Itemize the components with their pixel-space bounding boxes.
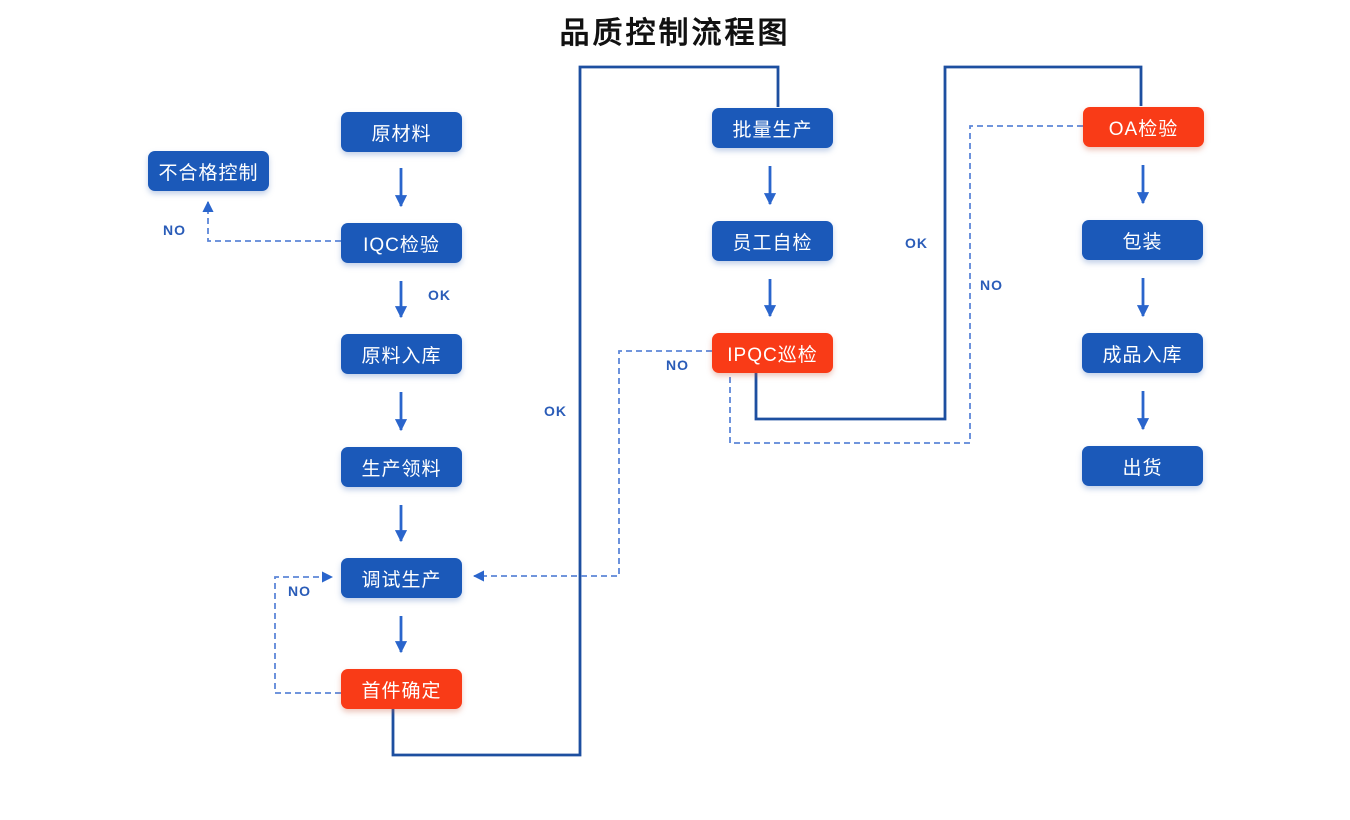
node-material-picking: 生产领料: [341, 447, 462, 487]
edge-label-iqc-no: NO: [163, 222, 186, 238]
node-first-article: 首件确定: [341, 669, 462, 709]
node-packing: 包装: [1082, 220, 1203, 260]
edge-label-oa-no: NO: [980, 277, 1003, 293]
node-ipqc-inspection: IPQC巡检: [712, 333, 833, 373]
edge-label-iqc-ok: OK: [428, 287, 451, 303]
dashed-first-article-no-to-trial: [274, 571, 341, 694]
diagram-title: 品质控制流程图: [559, 17, 791, 50]
node-material-storage: 原料入库: [341, 334, 462, 374]
node-shipping: 出货: [1082, 446, 1203, 486]
dashed-iqc-no-to-reject-control: [202, 200, 341, 242]
edge-label-ipqc-no: NO: [666, 357, 689, 373]
edge-label-first-no: NO: [288, 583, 311, 599]
node-raw-material: 原材料: [341, 112, 462, 152]
dashed-oa-no-to-ipqc: [729, 125, 1083, 444]
node-reject-control: 不合格控制: [148, 151, 269, 191]
node-iqc-inspection: IQC检验: [341, 223, 462, 263]
line-first-article-ok-to-mass-production: [391, 65, 780, 757]
dashed-ipqc-no-to-trial: [472, 350, 712, 582]
node-self-inspection: 员工自检: [712, 221, 833, 261]
node-oa-inspection: OA检验: [1083, 107, 1204, 147]
line-ipqc-ok-to-oa: [754, 65, 1143, 421]
edge-label-first-ok: OK: [544, 403, 567, 419]
node-mass-production: 批量生产: [712, 108, 833, 148]
edge-label-ipqc-ok: OK: [905, 235, 928, 251]
node-trial-production: 调试生产: [341, 558, 462, 598]
node-finished-storage: 成品入库: [1082, 333, 1203, 373]
